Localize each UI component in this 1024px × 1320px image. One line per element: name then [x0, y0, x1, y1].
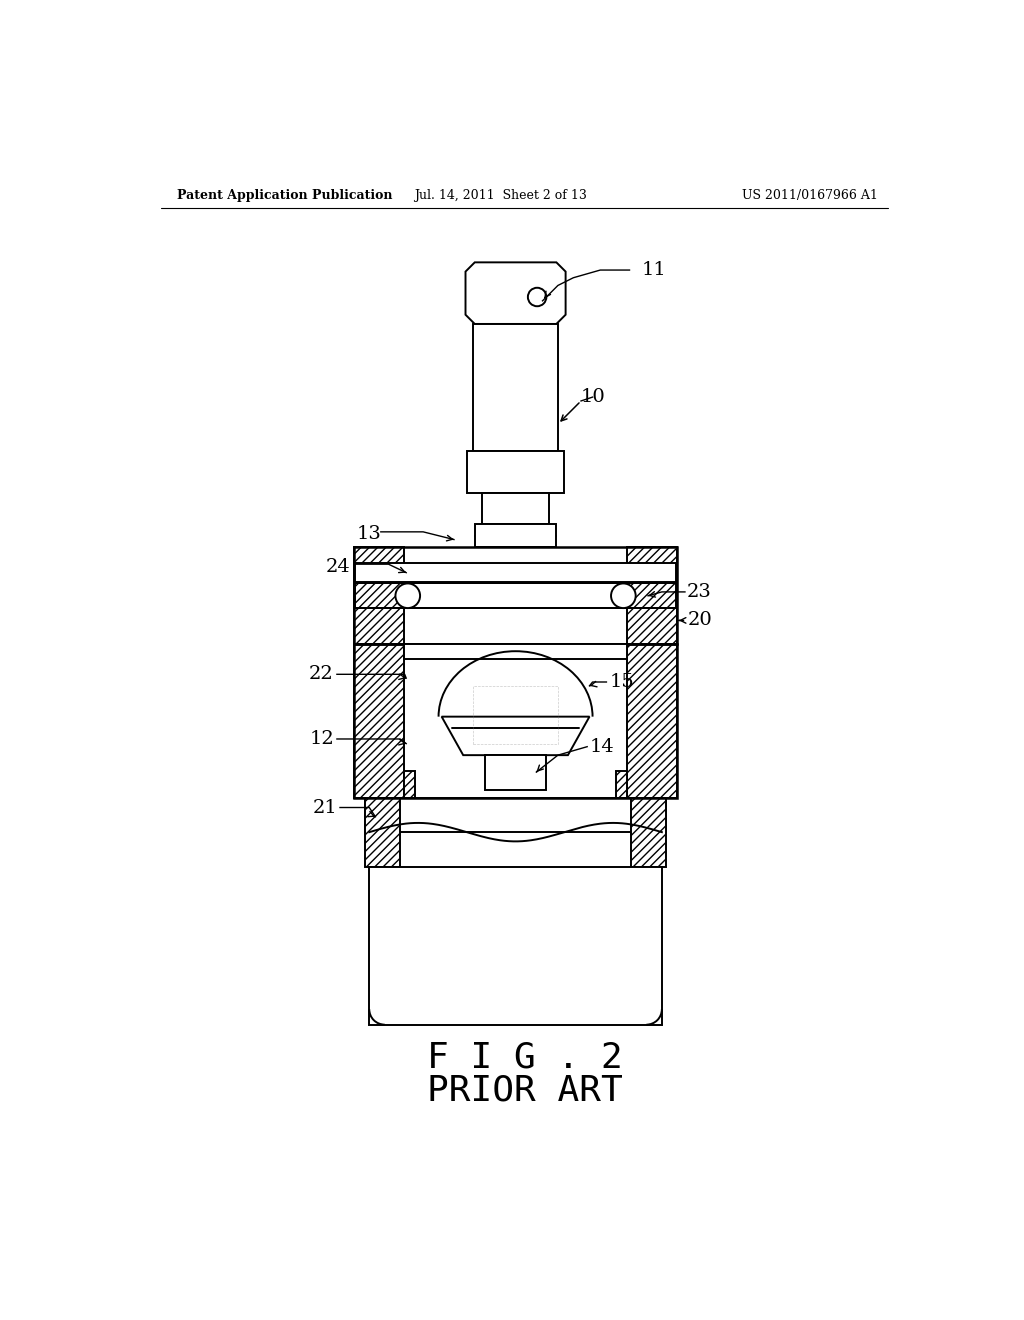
Bar	[355, 562, 676, 582]
Text: Jul. 14, 2011  Sheet 2 of 13: Jul. 14, 2011 Sheet 2 of 13	[414, 189, 587, 202]
Circle shape	[395, 583, 420, 609]
Bar	[354, 644, 403, 797]
Bar	[475, 524, 556, 548]
Bar	[473, 323, 558, 451]
Bar	[366, 797, 400, 867]
Bar	[615, 771, 628, 797]
Text: 14: 14	[590, 738, 614, 755]
Text: 20: 20	[688, 611, 713, 630]
Bar	[354, 548, 403, 644]
Bar	[403, 644, 628, 659]
Text: 11: 11	[642, 261, 667, 279]
Bar	[354, 644, 677, 797]
Bar	[473, 686, 558, 743]
Bar	[628, 548, 677, 644]
Circle shape	[611, 583, 636, 609]
Bar	[467, 451, 563, 494]
Bar	[628, 644, 677, 797]
Text: 12: 12	[309, 730, 334, 748]
Bar	[370, 867, 662, 1024]
Text: 13: 13	[356, 525, 382, 543]
Text: PRIOR ART: PRIOR ART	[427, 1073, 623, 1107]
Polygon shape	[466, 263, 565, 323]
Text: 22: 22	[309, 665, 334, 684]
Bar	[403, 771, 416, 797]
Text: Patent Application Publication: Patent Application Publication	[177, 189, 392, 202]
Bar	[481, 494, 550, 524]
Bar	[484, 755, 547, 789]
Text: F I G . 2: F I G . 2	[427, 1040, 623, 1074]
Text: 23: 23	[686, 583, 712, 601]
Text: 21: 21	[312, 799, 337, 817]
Text: US 2011/0167966 A1: US 2011/0167966 A1	[741, 189, 878, 202]
Bar	[631, 797, 666, 867]
Bar	[354, 548, 677, 644]
Text: 24: 24	[326, 557, 351, 576]
Text: 15: 15	[609, 673, 634, 690]
Bar	[355, 583, 676, 609]
Polygon shape	[441, 717, 590, 755]
Text: 10: 10	[581, 388, 605, 407]
Bar	[366, 797, 666, 832]
